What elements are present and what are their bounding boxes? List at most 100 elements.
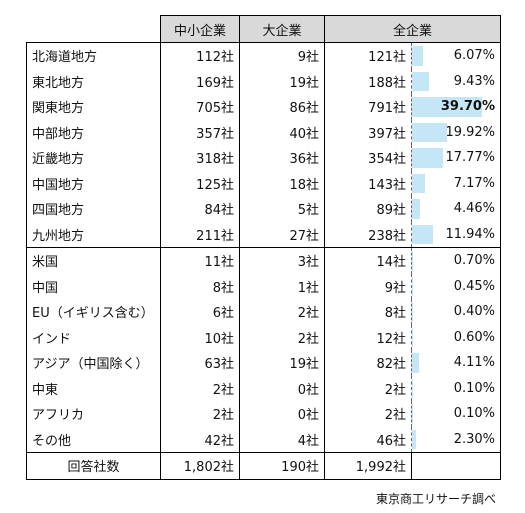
table-row: 四国地方 84社 5社 89社 4.46% (26, 196, 502, 222)
share-percent: 2.30% (453, 431, 496, 447)
sme-count: 11社 (160, 247, 240, 274)
all-share: 7.17% (411, 170, 502, 196)
all-share: 0.10% (411, 375, 502, 401)
region-name: 関東地方 (26, 94, 161, 120)
share-percent: 39.70% (440, 99, 496, 115)
large-count: 27社 (239, 221, 325, 248)
sme-count: 125社 (160, 170, 240, 196)
region-name: 中国地方 (26, 170, 161, 196)
region-name: EU（イギリス含む） (26, 299, 161, 325)
all-share: 0.10% (411, 401, 502, 427)
region-name: 中国 (26, 273, 161, 299)
all-share: 6.07% (411, 42, 502, 69)
table-header: 中小企業 大企業 全企業 (26, 15, 502, 43)
region-name: 北海道地方 (26, 42, 161, 69)
share-percent: 0.45% (453, 278, 496, 294)
table-row: アジア（中国除く） 63社 19社 82社 4.11% (26, 350, 502, 376)
all-count: 397社 (324, 119, 412, 145)
share-percent: 0.60% (453, 329, 496, 345)
large-count: 2社 (239, 324, 325, 350)
table-row: インド 10社 2社 12社 0.60% (26, 324, 502, 350)
region-name: 九州地方 (26, 221, 161, 248)
source-footnote: 東京商工リサーチ調べ (375, 492, 496, 506)
all-share: 2.30% (411, 426, 502, 453)
table-row: 北海道地方 112社 9社 121社 6.07% (26, 42, 502, 69)
large-count: 9社 (239, 42, 325, 69)
sme-count: 112社 (160, 42, 240, 69)
share-bar (412, 327, 414, 347)
sme-count: 8社 (160, 273, 240, 299)
sme-count: 705社 (160, 94, 240, 120)
share-percent: 0.10% (453, 406, 496, 422)
table-row: 東北地方 169社 19社 188社 9.43% (26, 68, 502, 94)
share-bar (412, 276, 413, 296)
sme-count: 2社 (160, 375, 240, 401)
share-percent: 6.07% (453, 48, 496, 64)
total-pct-empty (410, 452, 502, 480)
survey-table: 中小企業 大企業 全企業 北海道地方 112社 9社 121社 6.07% 東北地方 169… (26, 15, 502, 480)
header-row: 中小企業 大企業 全企業 (26, 15, 502, 43)
header-large: 大企業 (239, 15, 325, 43)
share-percent: 0.70% (453, 253, 496, 269)
all-count: 89社 (324, 196, 412, 222)
all-count: 188社 (324, 68, 412, 94)
table-row: 近畿地方 318社 36社 354社 17.77% (26, 145, 502, 171)
sme-count: 211社 (160, 221, 240, 248)
survey-table-container: 中小企業 大企業 全企業 北海道地方 112社 9社 121社 6.07% 東北地方 169… (26, 15, 502, 480)
all-count: 9社 (324, 273, 412, 299)
region-name: 米国 (26, 247, 161, 274)
share-bar (412, 251, 414, 271)
large-count: 0社 (239, 375, 325, 401)
share-bar (412, 173, 425, 193)
table-row: 中国 8社 1社 9社 0.45% (26, 273, 502, 299)
header-sme: 中小企業 (160, 15, 240, 43)
table-row: 中東 2社 0社 2社 0.10% (26, 375, 502, 401)
region-name: 中部地方 (26, 119, 161, 145)
region-name: アフリカ (26, 401, 161, 427)
large-count: 5社 (239, 196, 325, 222)
large-count: 3社 (239, 247, 325, 274)
sme-count: 357社 (160, 119, 240, 145)
total-all: 1,992社 (324, 452, 412, 480)
region-name: インド (26, 324, 161, 350)
sme-count: 6社 (160, 299, 240, 325)
table-row: 中部地方 357社 40社 397社 19.92% (26, 119, 502, 145)
total-large: 190社 (239, 452, 325, 480)
share-bar (412, 71, 429, 91)
all-share: 4.46% (411, 196, 502, 222)
sme-count: 63社 (160, 350, 240, 376)
table-row: 中国地方 125社 18社 143社 7.17% (26, 170, 502, 196)
large-count: 4社 (239, 426, 325, 453)
share-percent: 4.46% (453, 201, 496, 217)
sme-count: 318社 (160, 145, 240, 171)
table-body: 北海道地方 112社 9社 121社 6.07% 東北地方 169社 19社 188社 9.43%… (26, 42, 502, 480)
all-count: 12社 (324, 324, 412, 350)
all-count: 2社 (324, 375, 412, 401)
all-count: 238社 (324, 221, 412, 248)
all-count: 14社 (324, 247, 412, 274)
large-count: 19社 (239, 350, 325, 376)
table-row: EU（イギリス含む） 6社 2社 8社 0.40% (26, 299, 502, 325)
all-count: 121社 (324, 42, 412, 69)
all-share: 0.45% (411, 273, 502, 299)
large-count: 86社 (239, 94, 325, 120)
sme-count: 2社 (160, 401, 240, 427)
large-count: 0社 (239, 401, 325, 427)
region-name: 中東 (26, 375, 161, 401)
all-count: 8社 (324, 299, 412, 325)
sme-count: 84社 (160, 196, 240, 222)
share-percent: 0.10% (453, 380, 496, 396)
share-bar (412, 122, 447, 142)
region-name: 四国地方 (26, 196, 161, 222)
all-share: 0.70% (411, 247, 502, 274)
share-bar (412, 302, 413, 322)
table-row: その他 42社 4社 46社 2.30% (26, 426, 502, 453)
large-count: 1社 (239, 273, 325, 299)
share-bar (412, 353, 420, 373)
share-percent: 9.43% (453, 73, 496, 89)
region-name: アジア（中国除く） (26, 350, 161, 376)
all-share: 9.43% (411, 68, 502, 94)
share-bar (412, 429, 416, 449)
region-name: その他 (26, 426, 161, 453)
table-row: アフリカ 2社 0社 2社 0.10% (26, 401, 502, 427)
